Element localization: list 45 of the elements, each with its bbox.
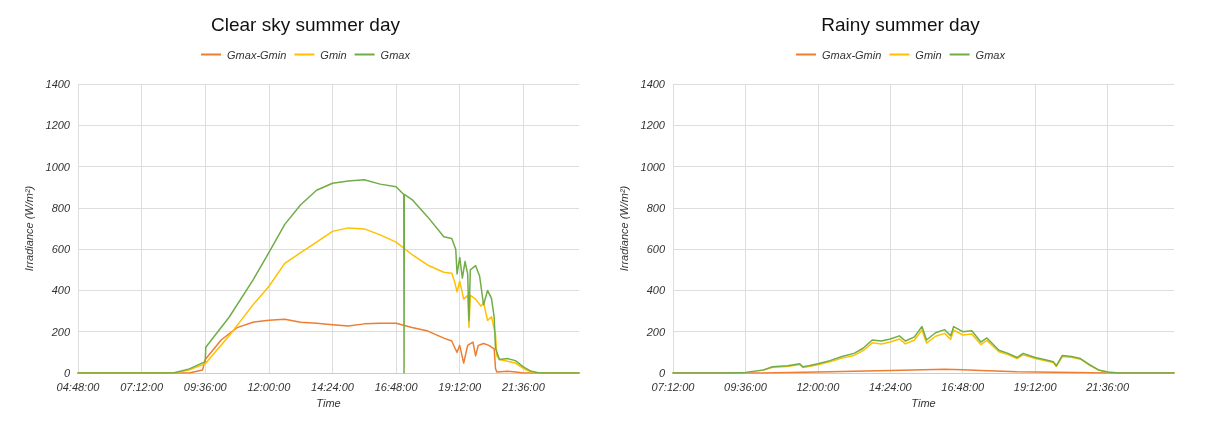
legend-label: Gmax [380, 48, 411, 61]
legend-label: Gmax [975, 48, 1006, 61]
legend-label: Gmin [915, 48, 942, 61]
y-axis-title: Irradiance (W/m²) [617, 185, 630, 272]
y-tick-label: 600 [646, 243, 666, 256]
x-axis-title: Time [911, 396, 936, 409]
x-tick-label: 21:36:00 [1085, 380, 1130, 393]
chart-title: Clear sky summer day [211, 14, 401, 35]
y-tick-label: 1000 [640, 160, 666, 173]
y-tick-label: 1200 [640, 119, 666, 132]
x-tick-label: 09:36:00 [183, 380, 228, 393]
y-axis-title: Irradiance (W/m²) [22, 185, 35, 272]
x-tick-label: 14:24:00 [868, 380, 913, 393]
x-tick-label: 07:12:00 [651, 380, 696, 393]
x-tick-label: 21:36:00 [500, 380, 546, 393]
legend-label: Gmax-Gmin [227, 48, 287, 61]
y-tick-label: 800 [646, 201, 666, 214]
x-tick-label: 09:36:00 [724, 380, 768, 393]
x-tick-label: 12:00:00 [796, 380, 841, 393]
y-tick-label: 1400 [45, 78, 71, 90]
y-tick-label: 1200 [45, 119, 71, 132]
y-tick-label: 1000 [45, 160, 71, 173]
x-tick-label: 16:48:00 [374, 380, 419, 393]
legend-label: Gmin [320, 48, 347, 61]
y-tick-label: 0 [658, 367, 666, 379]
y-tick-label: 800 [51, 201, 71, 214]
x-tick-label: 19:12:00 [1013, 380, 1058, 393]
y-tick-label: 600 [51, 243, 71, 256]
line-series [77, 179, 580, 374]
x-tick-label: 14:24:00 [311, 380, 355, 393]
x-tick-label: 16:48:00 [941, 380, 986, 393]
y-tick-label: 1400 [640, 78, 666, 90]
x-tick-label: 12:00:00 [247, 380, 292, 393]
x-tick-label: 04:48:00 [56, 380, 101, 393]
line-series [672, 325, 1175, 374]
legend-label: Gmax-Gmin [822, 48, 882, 61]
y-tick-label: 200 [50, 325, 71, 338]
y-tick-label: 0 [63, 367, 71, 379]
y-tick-label: 400 [51, 284, 71, 297]
x-tick-label: 19:12:00 [438, 380, 482, 393]
chart-title: Rainy summer day [821, 14, 981, 35]
y-tick-label: 200 [645, 325, 666, 338]
x-tick-label: 07:12:00 [120, 380, 164, 393]
y-tick-label: 400 [646, 284, 666, 297]
x-axis-title: Time [316, 396, 341, 409]
